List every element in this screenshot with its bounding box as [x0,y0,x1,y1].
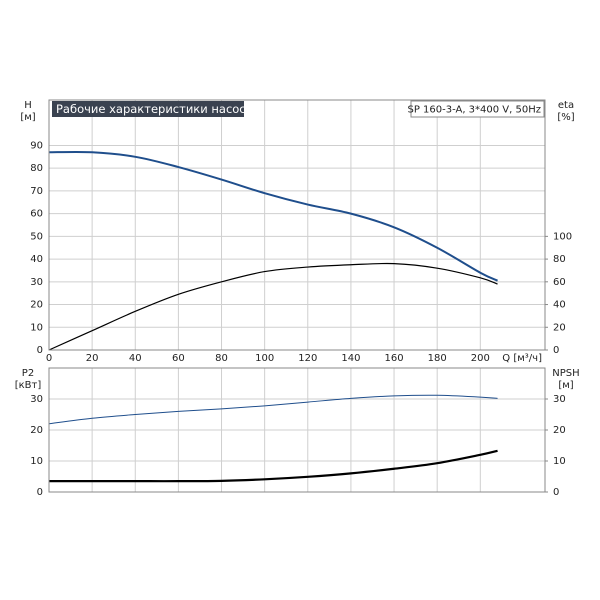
curve [49,449,498,483]
y2-axis-unit: [м] [558,380,573,391]
y-tick-label: 90 [30,140,43,151]
x-tick-label: 100 [255,353,274,364]
x-axis-label: Q [м³/ч] [502,353,542,364]
y2-axis-unit: [%] [557,112,574,123]
y2-tick-label: 60 [553,277,566,288]
x-tick-label: 120 [298,353,317,364]
x-tick-label: 20 [86,353,99,364]
x-tick-label: 160 [384,353,403,364]
x-tick-label: 0 [46,353,52,364]
y-tick-label: 40 [30,254,43,265]
y-axis-label: P2 [22,368,34,379]
y2-tick-label: 80 [553,254,566,265]
x-tick-label: 60 [172,353,185,364]
y-tick-label: 50 [30,231,43,242]
y2-tick-label: 30 [553,394,566,405]
y-tick-label: 20 [30,300,43,311]
curve [48,394,498,425]
y2-tick-label: 0 [553,345,559,356]
curve [48,262,498,351]
y2-tick-label: 20 [553,425,566,436]
y2-tick-label: 100 [553,231,572,242]
y-tick-label: 0 [37,345,43,356]
plot-area [49,100,545,350]
curve [48,150,498,282]
y-axis-unit: [м] [20,112,35,123]
y-tick-label: 30 [30,277,43,288]
y2-axis-label: NPSH [552,368,579,379]
y-axis-unit: [кВт] [15,380,42,391]
y2-tick-label: 10 [553,456,566,467]
x-tick-label: 140 [341,353,360,364]
y-tick-label: 10 [30,322,43,333]
x-tick-label: 40 [129,353,142,364]
y-tick-label: 10 [30,456,43,467]
plot-frame [48,99,546,351]
plot-frame [48,367,546,493]
annotation: SP 160-3-A, 3*400 V, 50Hz [407,105,541,116]
y-tick-label: 30 [30,394,43,405]
x-tick-label: 200 [471,353,490,364]
title-box [52,101,244,117]
y-axis-label: H [24,100,32,111]
x-tick-label: 180 [428,353,447,364]
y-tick-label: 20 [30,425,43,436]
y-tick-label: 70 [30,186,43,197]
y2-tick-label: 0 [553,487,559,498]
y2-tick-label: 40 [553,300,566,311]
y-tick-label: 60 [30,209,43,220]
y2-tick-label: 20 [553,322,566,333]
y-tick-label: 0 [37,487,43,498]
annotation-box [410,100,545,118]
y-tick-label: 80 [30,163,43,174]
x-tick-label: 80 [215,353,228,364]
chart-title: Рабочие характеристики насоса [56,102,253,116]
y2-axis-label: eta [558,100,574,111]
